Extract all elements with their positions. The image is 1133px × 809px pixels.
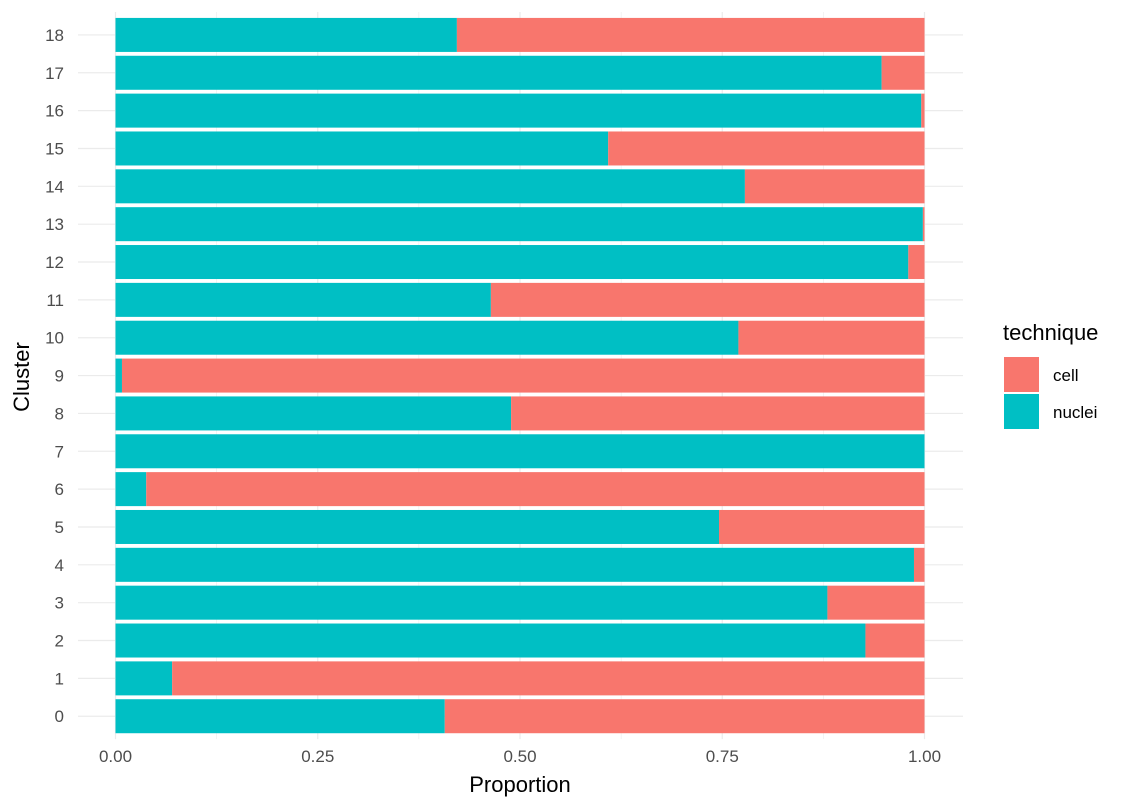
x-tick-label: 0.25	[301, 747, 334, 766]
bar-nuclei-cluster-6	[115, 472, 147, 507]
bar-cell-cluster-12	[908, 245, 925, 280]
y-tick-label: 11	[46, 291, 64, 310]
y-tick-label: 9	[55, 367, 64, 386]
y-tick-label: 12	[45, 253, 64, 272]
bar-nuclei-cluster-7	[115, 434, 925, 469]
bar-nuclei-cluster-1	[115, 661, 173, 696]
x-axis-title: Proportion	[469, 772, 571, 797]
bar-cell-cluster-8	[511, 396, 925, 431]
bar-cell-cluster-15	[608, 131, 925, 166]
legend-label-nuclei: nuclei	[1053, 403, 1097, 422]
bar-cell-cluster-1	[172, 661, 925, 696]
y-tick-label: 2	[55, 632, 64, 651]
legend-swatch-nuclei	[1004, 394, 1039, 429]
y-tick-label: 6	[55, 480, 64, 499]
y-tick-label: 3	[55, 594, 64, 613]
bar-nuclei-cluster-18	[115, 17, 457, 52]
x-tick-label: 0.75	[706, 747, 739, 766]
bar-nuclei-cluster-13	[115, 207, 923, 242]
bar-nuclei-cluster-5	[115, 509, 720, 544]
legend-title: technique	[1003, 320, 1098, 345]
y-tick-label: 7	[55, 442, 64, 461]
bar-nuclei-cluster-2	[115, 623, 866, 658]
y-tick-label: 14	[45, 177, 64, 196]
legend-swatch-cell	[1004, 357, 1039, 392]
y-tick-label: 17	[45, 64, 64, 83]
bar-nuclei-cluster-9	[115, 358, 122, 393]
bar-cell-cluster-13	[922, 207, 925, 242]
bar-nuclei-cluster-12	[115, 245, 909, 280]
legend-label-cell: cell	[1053, 366, 1079, 385]
bar-nuclei-cluster-17	[115, 55, 882, 90]
bar-nuclei-cluster-11	[115, 282, 491, 317]
bar-cell-cluster-11	[490, 282, 925, 317]
bar-cell-cluster-4	[913, 547, 925, 582]
bar-nuclei-cluster-15	[115, 131, 609, 166]
bar-cell-cluster-6	[146, 472, 925, 507]
x-tick-labels: 0.00 0.25 0.50 0.75 1.00	[99, 747, 941, 766]
bar-cell-cluster-9	[121, 358, 925, 393]
y-tick-label: 5	[55, 518, 64, 537]
bar-nuclei-cluster-10	[115, 320, 739, 355]
bar-cell-cluster-3	[827, 585, 925, 620]
x-tick-label: 1.00	[908, 747, 941, 766]
bar-cell-cluster-14	[744, 169, 925, 204]
y-tick-label: 0	[55, 707, 64, 726]
bar-nuclei-cluster-14	[115, 169, 745, 204]
legend-items: cell nuclei	[1004, 357, 1097, 429]
bars	[115, 17, 925, 734]
bar-cell-cluster-18	[456, 17, 925, 52]
x-tick-label: 0.00	[99, 747, 132, 766]
bar-cell-cluster-5	[719, 509, 925, 544]
y-tick-label: 10	[45, 329, 64, 348]
x-tick-label: 0.50	[503, 747, 536, 766]
bar-nuclei-cluster-8	[115, 396, 512, 431]
bar-nuclei-cluster-4	[115, 547, 914, 582]
bar-nuclei-cluster-0	[115, 699, 445, 734]
bar-cell-cluster-0	[444, 699, 925, 734]
y-tick-label: 4	[55, 556, 64, 575]
legend: technique cell nuclei	[1003, 320, 1098, 429]
bar-cell-cluster-2	[865, 623, 925, 658]
bar-cell-cluster-17	[881, 55, 925, 90]
bar-nuclei-cluster-16	[115, 93, 922, 128]
y-tick-label: 1	[55, 669, 64, 688]
bar-nuclei-cluster-3	[115, 585, 828, 620]
bar-cell-cluster-10	[738, 320, 925, 355]
y-axis-title: Cluster	[9, 342, 34, 412]
y-tick-label: 16	[45, 102, 64, 121]
y-tick-label: 8	[55, 404, 64, 423]
y-tick-label: 13	[45, 215, 64, 234]
y-tick-label: 15	[45, 139, 64, 158]
bar-cell-cluster-16	[921, 93, 925, 128]
y-tick-label: 18	[45, 26, 64, 45]
